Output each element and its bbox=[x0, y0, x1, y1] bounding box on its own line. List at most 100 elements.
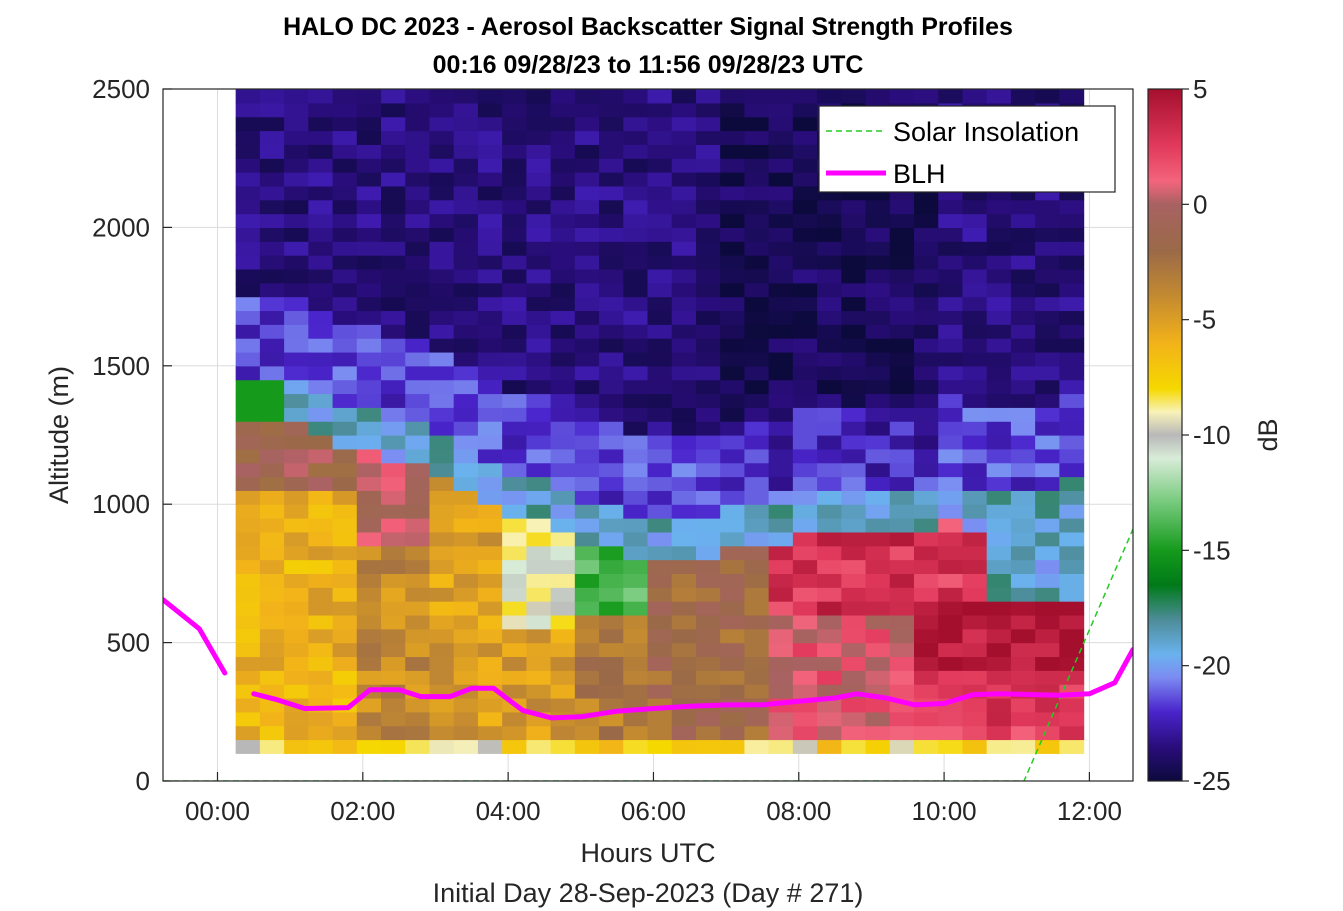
heatmap-cell bbox=[429, 545, 455, 561]
heatmap-cell bbox=[356, 296, 382, 312]
heatmap-cell bbox=[526, 351, 552, 367]
heatmap-cell bbox=[284, 684, 309, 699]
heatmap-cell bbox=[1010, 739, 1036, 754]
heatmap-cell bbox=[405, 545, 431, 561]
heatmap-cell bbox=[477, 739, 503, 754]
heatmap-cell bbox=[550, 241, 576, 256]
heatmap-cell bbox=[550, 144, 576, 159]
heatmap-cell bbox=[356, 282, 382, 298]
heatmap-cell bbox=[914, 573, 939, 588]
heatmap-cell bbox=[938, 227, 964, 242]
heatmap-cell bbox=[817, 324, 842, 339]
heatmap-cell bbox=[962, 393, 988, 408]
heatmap-cell bbox=[284, 213, 309, 228]
heatmap-cell bbox=[502, 172, 527, 187]
heatmap-cell bbox=[599, 130, 624, 145]
heatmap-cell bbox=[671, 587, 697, 602]
heatmap-cell bbox=[429, 559, 455, 574]
heatmap-cell bbox=[841, 448, 867, 464]
heatmap-cell bbox=[889, 504, 915, 519]
heatmap-cell bbox=[889, 642, 915, 658]
heatmap-cell bbox=[356, 407, 382, 422]
heatmap-cell bbox=[550, 421, 576, 436]
heatmap-cell bbox=[429, 89, 455, 104]
heatmap-cell bbox=[574, 268, 600, 284]
heatmap-cell bbox=[720, 711, 746, 727]
heatmap-cell bbox=[550, 587, 576, 602]
heatmap-cell bbox=[841, 282, 867, 298]
heatmap-cell bbox=[962, 642, 988, 658]
heatmap-cell bbox=[308, 504, 334, 519]
heatmap-cell bbox=[768, 504, 794, 519]
heatmap-cell bbox=[259, 711, 285, 727]
heatmap-cell bbox=[405, 393, 431, 408]
heatmap-cell bbox=[502, 628, 527, 644]
heatmap-cell bbox=[695, 462, 721, 478]
heatmap-cell bbox=[502, 282, 527, 298]
heatmap-cell bbox=[574, 89, 600, 104]
heatmap-cell bbox=[332, 573, 358, 588]
heatmap-cell bbox=[599, 89, 624, 104]
heatmap-cell bbox=[259, 670, 285, 685]
heatmap-cell bbox=[768, 711, 794, 727]
heatmap-cell bbox=[623, 185, 649, 201]
heatmap-cell bbox=[453, 351, 479, 367]
heatmap-cell bbox=[865, 324, 891, 339]
heatmap-cell bbox=[332, 227, 358, 242]
heatmap-cell bbox=[453, 116, 479, 132]
heatmap-cell bbox=[841, 421, 867, 436]
heatmap-cell bbox=[720, 227, 746, 242]
heatmap-cell bbox=[671, 310, 697, 325]
heatmap-cell bbox=[623, 642, 649, 658]
heatmap-cell bbox=[647, 379, 673, 395]
heatmap-cell bbox=[623, 435, 649, 450]
heatmap-cell bbox=[502, 241, 527, 256]
heatmap-cell bbox=[768, 351, 794, 367]
heatmap-cell bbox=[574, 185, 600, 201]
heatmap-cell bbox=[914, 518, 939, 533]
heatmap-cell bbox=[720, 172, 746, 187]
heatmap-cell bbox=[284, 130, 309, 145]
heatmap-cell bbox=[599, 628, 624, 644]
heatmap-cell bbox=[792, 185, 818, 201]
heatmap-cell bbox=[817, 379, 842, 395]
heatmap-cell bbox=[550, 351, 576, 367]
heatmap-cell bbox=[671, 725, 697, 741]
heatmap-cell bbox=[792, 365, 818, 381]
heatmap-cell bbox=[381, 421, 406, 436]
heatmap-cell bbox=[792, 213, 818, 228]
heatmap-cell bbox=[526, 448, 552, 464]
heatmap-cell bbox=[720, 296, 746, 312]
heatmap-cell bbox=[381, 393, 406, 408]
heatmap-cell bbox=[332, 559, 358, 574]
heatmap-cell bbox=[332, 324, 358, 339]
heatmap-cell bbox=[744, 199, 770, 215]
heatmap-cell bbox=[477, 628, 503, 644]
heatmap-cell bbox=[744, 642, 770, 658]
y-tick-label: 1500 bbox=[92, 351, 150, 381]
x-axis-label: Hours UTC bbox=[580, 838, 715, 868]
heatmap-cell bbox=[405, 102, 431, 118]
heatmap-cell bbox=[381, 435, 406, 450]
heatmap-cell bbox=[647, 448, 673, 464]
heatmap-cell bbox=[695, 102, 721, 118]
heatmap-cell bbox=[792, 504, 818, 519]
heatmap-cell bbox=[623, 587, 649, 602]
heatmap-cell bbox=[381, 116, 406, 132]
heatmap-cell bbox=[502, 518, 527, 533]
y-tick-label: 2000 bbox=[92, 212, 150, 242]
heatmap-cell bbox=[599, 199, 624, 215]
heatmap-cell bbox=[986, 711, 1012, 727]
heatmap-cell bbox=[381, 725, 406, 741]
heatmap-cell bbox=[647, 559, 673, 574]
heatmap-cell bbox=[1059, 504, 1085, 519]
heatmap-cell bbox=[889, 241, 915, 256]
heatmap-cell bbox=[332, 448, 358, 464]
heatmap-cell bbox=[526, 268, 552, 284]
heatmap-cell bbox=[695, 116, 721, 132]
heatmap-cell bbox=[938, 642, 964, 658]
heatmap-cell bbox=[744, 518, 770, 533]
heatmap-cell bbox=[720, 116, 746, 132]
y-axis-label: Altitude (m) bbox=[44, 366, 74, 504]
heatmap-cell bbox=[332, 518, 358, 533]
